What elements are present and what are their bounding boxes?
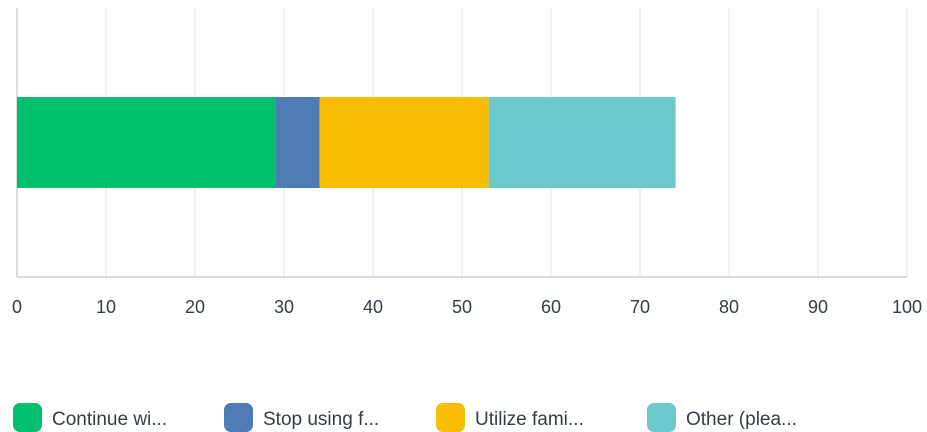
- legend-label-3: Utilize fami...: [475, 409, 584, 430]
- x-tick-label-0: 0: [12, 297, 22, 317]
- legend-swatch-3: [436, 403, 465, 432]
- bar-segment-1: [17, 97, 276, 188]
- x-tick-label-50: 50: [452, 297, 472, 317]
- x-tick-label-90: 90: [808, 297, 828, 317]
- x-tick-label-10: 10: [96, 297, 116, 317]
- bar-segment-4: [488, 97, 676, 188]
- x-tick-label-100: 100: [892, 297, 922, 317]
- x-tick-label-60: 60: [541, 297, 561, 317]
- x-tick-label-20: 20: [185, 297, 205, 317]
- bar-segments: [17, 97, 676, 188]
- x-axis-tick-labels: 0 10 20 30 40 50 60 70 80 90 100: [12, 297, 922, 317]
- legend-swatch-4: [647, 403, 676, 432]
- legend: Continue wi... Stop using f... Utilize fam…: [13, 403, 797, 432]
- bar-segment-2: [275, 97, 320, 188]
- legend-label-2: Stop using f...: [263, 409, 379, 430]
- x-tick-label-30: 30: [274, 297, 294, 317]
- legend-swatch-1: [13, 403, 42, 432]
- x-tick-label-40: 40: [363, 297, 383, 317]
- legend-label-1: Continue wi...: [52, 409, 167, 430]
- x-tick-label-80: 80: [719, 297, 739, 317]
- bar-segment-3: [319, 97, 489, 188]
- x-tick-label-70: 70: [630, 297, 650, 317]
- legend-label-4: Other (plea...: [686, 409, 797, 430]
- legend-swatch-2: [224, 403, 253, 432]
